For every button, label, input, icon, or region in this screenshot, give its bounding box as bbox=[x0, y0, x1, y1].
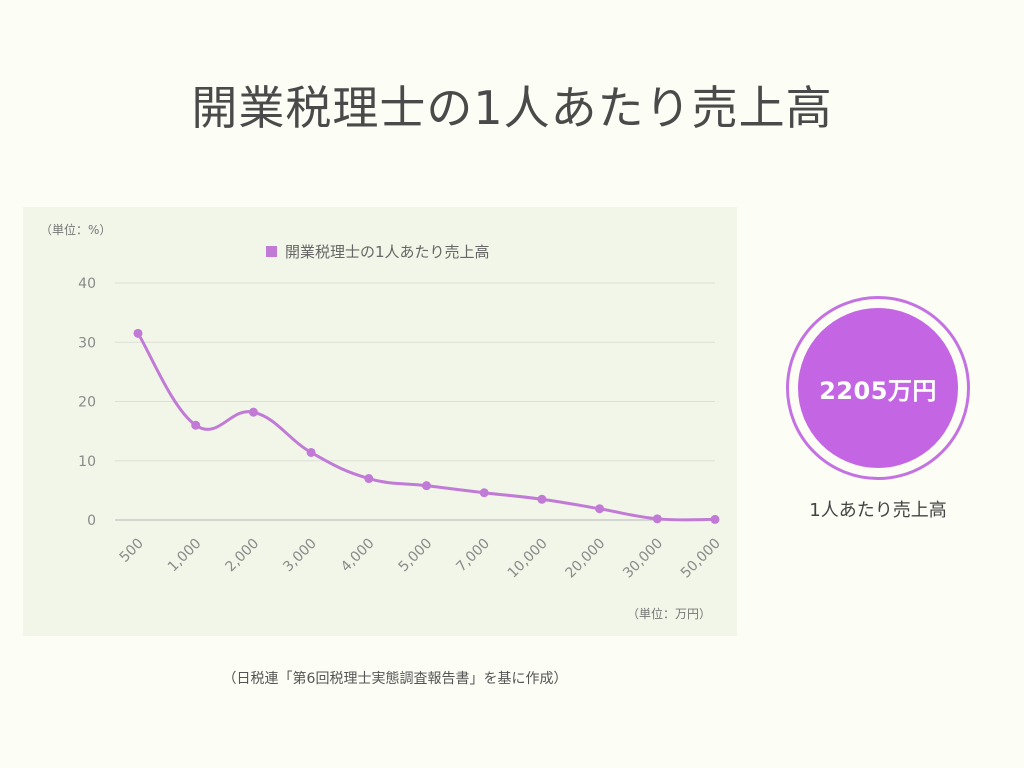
chart-panel: 0 10 20 30 40 500 1,000 2,000 3,000 4,000 5,000 7,0… bbox=[23, 207, 737, 636]
summary-badge-ring: 2205万円 bbox=[786, 296, 970, 480]
x-tick-label: 4,000 bbox=[338, 536, 378, 576]
x-axis-unit: （単位：万円） bbox=[626, 607, 711, 621]
data-point bbox=[422, 481, 431, 491]
data-point bbox=[479, 488, 489, 498]
y-tick-label: 10 bbox=[78, 454, 96, 470]
data-point bbox=[306, 447, 316, 457]
x-tick-label: 500 bbox=[117, 536, 147, 566]
source-note: （日税連「第6回税理士実態調査報告書」を基に作成） bbox=[222, 671, 568, 687]
page-title: 開業税理士の1人あたり売上高 bbox=[191, 81, 833, 135]
data-point bbox=[364, 474, 374, 484]
y-tick-label: 40 bbox=[78, 276, 96, 292]
line-chart: 0 10 20 30 40 500 1,000 2,000 3,000 4,000 5,000 7,0… bbox=[78, 276, 724, 582]
data-point bbox=[595, 504, 605, 514]
x-tick-label: 50,000 bbox=[678, 536, 724, 582]
data-point bbox=[652, 514, 662, 524]
data-point bbox=[537, 494, 547, 504]
y-tick-label: 20 bbox=[78, 395, 96, 411]
series-line bbox=[136, 331, 717, 522]
data-point bbox=[191, 420, 201, 430]
x-tick-label: 1,000 bbox=[165, 536, 205, 576]
summary-badge: 2205万円 bbox=[798, 308, 958, 468]
legend-label: 開業税理士の1人あたり売上高 bbox=[285, 243, 490, 261]
x-tick-label: 5,000 bbox=[396, 536, 436, 576]
x-tick-label: 2,000 bbox=[223, 536, 263, 576]
y-tick-label: 30 bbox=[78, 335, 96, 351]
data-point bbox=[710, 514, 720, 524]
x-tick-label: 30,000 bbox=[620, 536, 666, 582]
chart-legend: 開業税理士の1人あたり売上高 bbox=[266, 241, 490, 262]
data-point bbox=[248, 407, 258, 417]
x-tick-label: 7,000 bbox=[453, 536, 493, 576]
x-tick-label: 3,000 bbox=[280, 536, 320, 576]
y-tick-label: 0 bbox=[87, 513, 96, 529]
legend-swatch bbox=[266, 246, 277, 257]
data-point bbox=[133, 328, 143, 338]
x-tick-label: 10,000 bbox=[505, 536, 551, 582]
x-tick-label: 20,000 bbox=[562, 536, 608, 582]
y-axis-unit: （単位：%） bbox=[40, 223, 112, 237]
summary-badge-label: 1人あたり売上高 bbox=[809, 500, 947, 521]
summary-badge-value: 2205万円 bbox=[819, 376, 937, 405]
